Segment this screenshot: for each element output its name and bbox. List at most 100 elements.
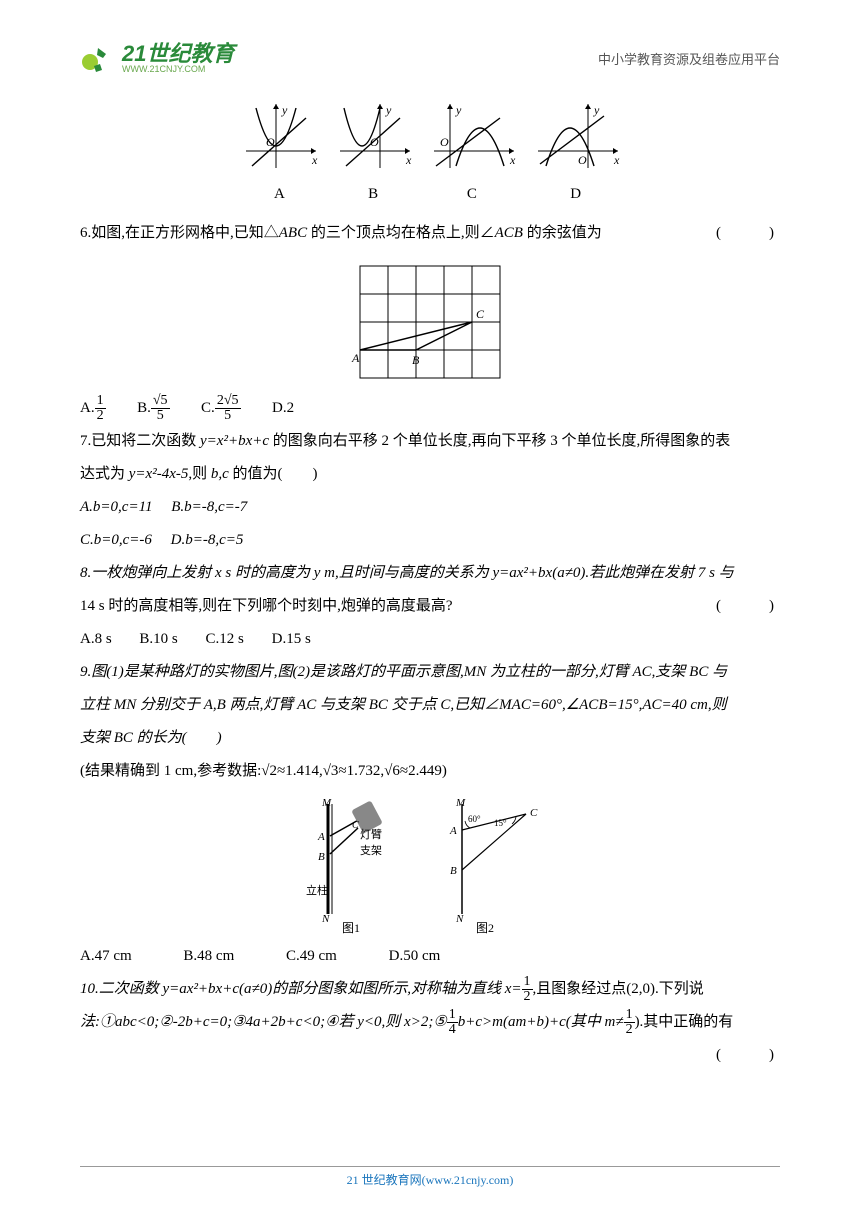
q7-l2c: 的值为( ) (229, 466, 318, 482)
q9-optb: B.48 cm (183, 948, 234, 964)
q8-line2: 14 s 时的高度相等,则在下列哪个时刻中,炮弹的高度最高? ( ) (80, 590, 780, 623)
q9-optc: C.49 cm (286, 948, 337, 964)
q10-f3d: 2 (624, 1023, 635, 1037)
footer-text: 21 世纪教育网(www.21cnjy.com) (347, 1173, 514, 1187)
graph-d: y x O (526, 96, 626, 176)
q10-l1b: ,且图象经过点(2,0).下列说 (533, 981, 704, 997)
q9-label-arm: 灯臂 (360, 828, 382, 841)
label-b: B (328, 178, 418, 211)
q5-graph-row: y x O y x O y x O (80, 96, 780, 176)
q6-c-den: 5 (215, 409, 241, 423)
svg-text:N: N (455, 913, 464, 925)
label-d: D (526, 178, 626, 211)
svg-text:C: C (352, 820, 359, 831)
q9-label-fig2: 图2 (476, 921, 494, 934)
q6-part1: 6.如图,在正方形网格中,已知△ (80, 225, 279, 241)
q10-paren: ( ) (716, 1039, 780, 1072)
q9-line4: (结果精确到 1 cm,参考数据:√2≈1.414,√3≈1.732,√6≈2.… (80, 755, 780, 788)
q10-f2n: 1 (447, 1008, 458, 1023)
svg-text:A: A (317, 831, 325, 843)
graph-a: y x O (234, 96, 324, 176)
q9-figure: M N A B C 灯臂 支架 立柱 图1 M N A B (80, 794, 780, 934)
q9-options: A.47 cm B.48 cm C.49 cm D.50 cm (80, 940, 780, 973)
q7-vars: b,c (211, 466, 229, 482)
graph-b: y x O (328, 96, 418, 176)
q8-l2: 14 s 时的高度相等,则在下列哪个时刻中,炮弹的高度最高? (80, 598, 453, 614)
q9-opta: A.47 cm (80, 948, 132, 964)
q9-fig1: M N A B C 灯臂 支架 立柱 图1 (298, 794, 428, 934)
logo-text-en: WWW.21CNJY.COM (122, 65, 234, 74)
svg-text:y: y (385, 103, 392, 117)
q9-optd: D.50 cm (389, 948, 441, 964)
q6-b-den: 5 (151, 409, 170, 423)
q10-line2: 法:①abc<0;②-2b+c=0;③4a+2b+c<0;④若 y<0,则 x>… (80, 1006, 780, 1039)
q8-optd: D.15 s (272, 631, 311, 647)
svg-text:A: A (449, 825, 457, 837)
q9-line1: 9.图(1)是某种路灯的实物图片,图(2)是该路灯的平面示意图,MN 为立柱的一… (80, 656, 780, 689)
q7-opts-row2: C.b=0,c=-6 D.b=-8,c=5 (80, 524, 780, 557)
page-footer: 21 世纪教育网(www.21cnjy.com) (0, 1166, 860, 1188)
q10-l1a: 10.二次函数 y=ax²+bx+c(a≠0)的部分图象如图所示,对称轴为直线 … (80, 981, 522, 997)
q6-figure: A B C (80, 256, 780, 386)
q7-l2b: ,则 (188, 466, 211, 482)
q9-line2: 立柱 MN 分别交于 A,B 两点,灯臂 AC 与支架 BC 交于点 C,已知∠… (80, 689, 780, 722)
svg-text:A: A (351, 351, 360, 365)
q6-part3: 的余弦值为 (523, 225, 602, 241)
q9-l4: (结果精确到 1 cm,参考数据:√2≈1.414,√3≈1.732,√6≈2.… (80, 763, 447, 779)
q7-l1b: 的图象向右平移 2 个单位长度,再向下平移 3 个单位长度,所得图象的表 (269, 433, 730, 449)
q5-graph-labels: A B C D (80, 178, 780, 211)
svg-text:M: M (455, 797, 466, 809)
q7-l1a: 7.已知将二次函数 (80, 433, 200, 449)
q10-line1: 10.二次函数 y=ax²+bx+c(a≠0)的部分图象如图所示,对称轴为直线 … (80, 973, 780, 1006)
q6-a-den: 2 (95, 409, 106, 423)
q7-line2: 达式为 y=x²-4x-5,则 b,c 的值为( ) (80, 458, 780, 491)
svg-text:x: x (509, 153, 516, 167)
logo-icon (80, 40, 116, 76)
q9-fig2: M N A B C 60° 15° 图2 (432, 794, 562, 934)
q9-ang1: 60° (468, 814, 481, 824)
label-c: C (422, 178, 522, 211)
q10-f1d: 2 (522, 990, 533, 1004)
svg-text:C: C (476, 307, 485, 321)
q7-eq2: y=x²-4x-5 (129, 466, 189, 482)
header-right-text: 中小学教育资源及组卷应用平台 (598, 49, 780, 68)
q6-c-num: 2√5 (215, 394, 241, 409)
q6-tri: ABC (279, 225, 307, 241)
graph-c: y x O (422, 96, 522, 176)
svg-text:y: y (281, 103, 288, 117)
q9-label-fig1: 图1 (342, 921, 360, 934)
svg-text:x: x (311, 153, 318, 167)
q8-opta: A.8 s (80, 631, 112, 647)
q9-ang2: 15° (494, 818, 507, 828)
q6-part2: 的三个顶点均在格点上,则∠ (307, 225, 495, 241)
q10-f2d: 4 (447, 1023, 458, 1037)
svg-text:x: x (405, 153, 412, 167)
svg-text:y: y (593, 103, 600, 117)
q6-angle: ACB (495, 225, 523, 241)
q10-l2b: b+c>m(am+b)+c(其中 m≠ (458, 1014, 624, 1030)
q6-paren: ( ) (716, 217, 780, 250)
q7-l2a: 达式为 (80, 466, 129, 482)
svg-text:O: O (440, 135, 449, 149)
logo-text-cn: 21世纪教育 (122, 43, 234, 65)
q8-options: A.8 s B.10 s C.12 s D.15 s (80, 623, 780, 656)
svg-text:B: B (412, 353, 420, 367)
q10-f1n: 1 (522, 975, 533, 990)
q9-l3: 支架 BC 的长为( ) (80, 730, 222, 746)
q6-b-num: √5 (151, 394, 170, 409)
svg-text:B: B (318, 851, 325, 863)
q9-l2: 立柱 MN 分别交于 A,B 两点,灯臂 AC 与支架 BC 交于点 C,已知∠… (80, 697, 727, 713)
q7-opta: A.b=0,c=11 (80, 499, 152, 515)
q7-line1: 7.已知将二次函数 y=x²+bx+c 的图象向右平移 2 个单位长度,再向下平… (80, 425, 780, 458)
q6-options: A.12 B.√55 C.2√55 D.2 (80, 392, 780, 425)
svg-text:B: B (450, 865, 457, 877)
page-header: 21世纪教育 WWW.21CNJY.COM 中小学教育资源及组卷应用平台 (80, 40, 780, 76)
q8-l1: 8.一枚炮弹向上发射 x s 时的高度为 y m,且时间与高度的关系为 y=ax… (80, 565, 734, 581)
q7-optc: C.b=0,c=-6 (80, 532, 152, 548)
q6-d: 2 (287, 400, 295, 416)
q8-optc: C.12 s (206, 631, 244, 647)
q8-paren: ( ) (716, 590, 780, 623)
content-body: y x O y x O y x O (80, 96, 780, 1039)
svg-text:C: C (530, 807, 538, 819)
svg-text:O: O (578, 153, 587, 167)
